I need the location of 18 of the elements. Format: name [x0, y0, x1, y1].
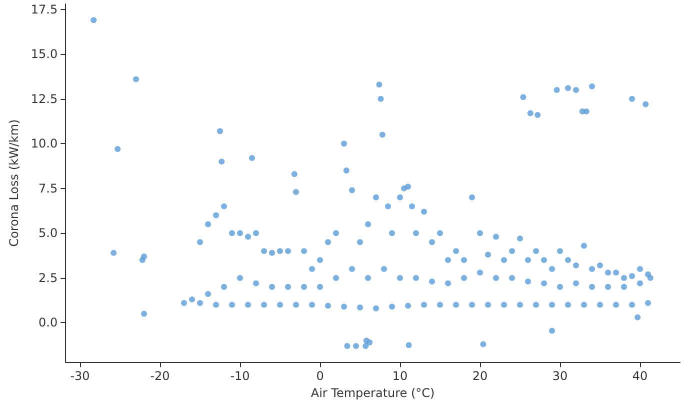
x-tick-label: 40	[632, 369, 648, 384]
y-tick-label: 0.0	[38, 316, 58, 330]
y-axis-title: Corona Loss (kW/km)	[7, 119, 21, 247]
x-tick-label: -30	[70, 369, 90, 384]
x-tick-label: -20	[150, 369, 170, 384]
x-tick-label: 30	[552, 369, 568, 384]
y-tick-label: 15.0	[30, 47, 58, 62]
x-tick-label: -10	[230, 369, 250, 384]
y-tick-label: 12.5	[30, 92, 58, 106]
y-tick-label: 17.5	[30, 2, 58, 16]
x-tick-label: 0	[316, 369, 324, 384]
y-tick-label: 5.0	[38, 226, 58, 240]
x-tick-label: 10	[392, 369, 408, 384]
y-tick-label: 7.5	[38, 181, 58, 196]
x-tick-label: 20	[472, 369, 488, 384]
y-tick-label: 10.0	[30, 136, 58, 151]
x-axis-title: Air Temperature (°C)	[310, 386, 435, 400]
y-tick-label: 2.5	[38, 270, 58, 285]
